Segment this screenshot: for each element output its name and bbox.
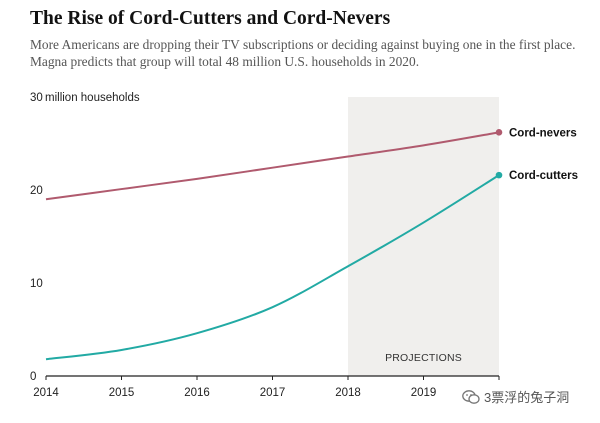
series-end-point-cord-cutters xyxy=(495,171,503,179)
y-tick-label: 0 xyxy=(30,371,36,383)
projection-label: PROJECTIONS xyxy=(385,352,462,364)
axes: 2014 2015 2016 2017 2018 2019 0 10 20 30 million h… xyxy=(30,92,500,399)
x-tick-label: 2014 xyxy=(33,387,59,399)
chart-subtitle: More Americans are dropping their TV sub… xyxy=(30,37,576,69)
series-end-point-cord-nevers xyxy=(495,129,503,136)
chart-title: The Rise of Cord-Cutters and Cord-Nevers xyxy=(30,8,391,29)
series-line-cord-nevers xyxy=(45,131,500,201)
series-line-cord-cutters xyxy=(45,174,500,361)
series-label-cord-nevers: Cord-nevers xyxy=(509,127,577,139)
projection-band xyxy=(348,97,499,376)
labels-group: PROJECTIONS Cord-nevers Cord-cutters xyxy=(385,127,578,364)
x-tick-label: 2015 xyxy=(109,387,135,399)
series-label-cord-cutters: Cord-cutters xyxy=(509,170,578,182)
watermark-text: 3票浮的兔子洞 xyxy=(484,390,570,405)
x-tick-label: 2019 xyxy=(411,387,437,399)
wechat-icon xyxy=(462,389,480,404)
y-tick-label: 10 xyxy=(30,278,43,290)
series-group xyxy=(45,129,503,361)
x-tick-label: 2018 xyxy=(335,387,361,399)
y-tick-label: 30 xyxy=(30,92,43,104)
watermark: 3票浮的兔子洞 xyxy=(462,387,569,406)
x-tick-label: 2017 xyxy=(260,387,286,399)
y-unit-label: million households xyxy=(45,92,140,104)
x-tick-label: 2016 xyxy=(184,387,210,399)
y-tick-label: 20 xyxy=(30,185,43,197)
